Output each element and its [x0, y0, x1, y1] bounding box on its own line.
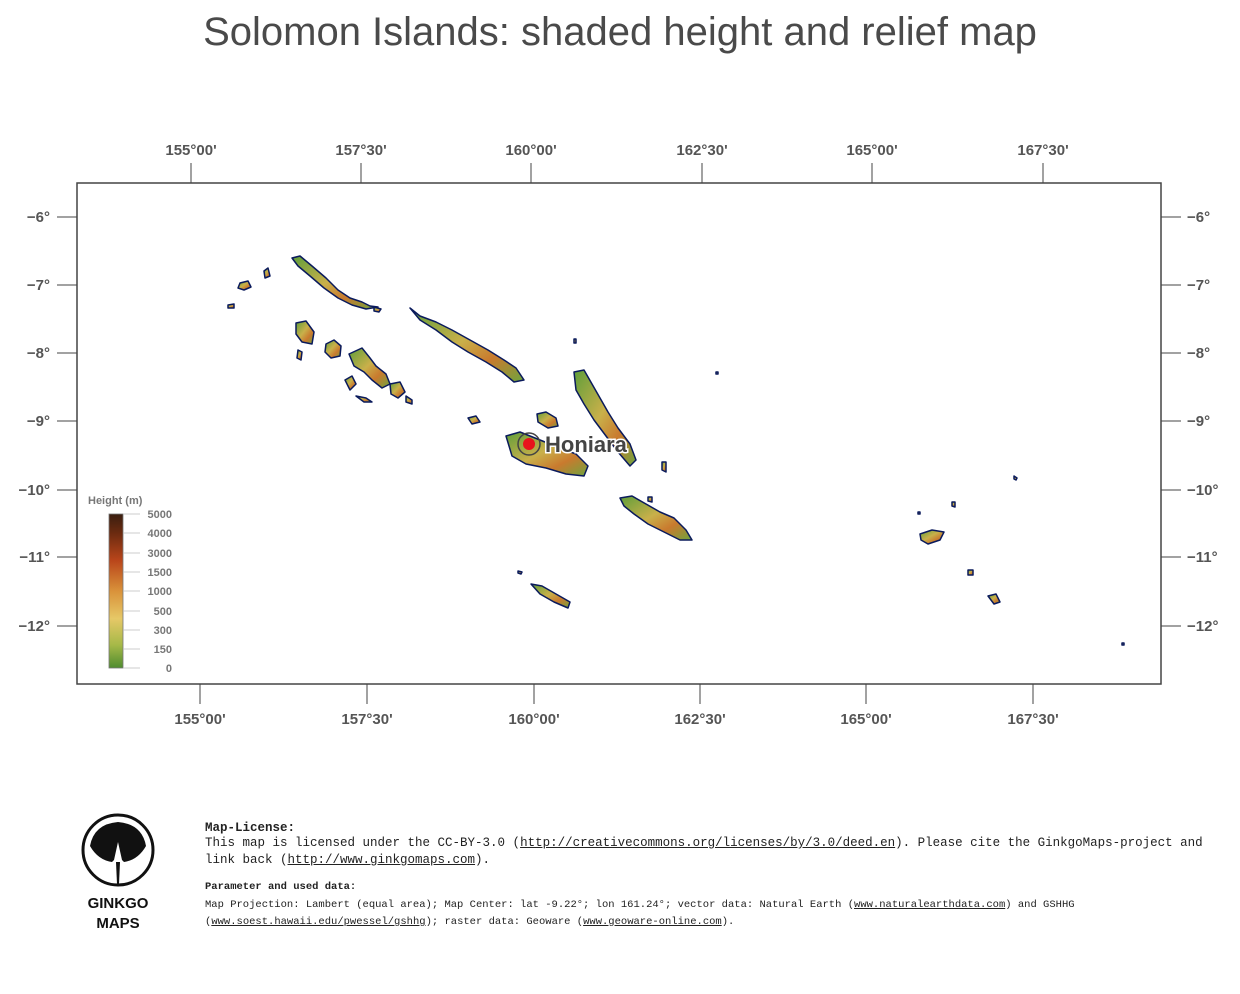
right-lat-label: −8° [1187, 345, 1210, 362]
island-small [647, 496, 653, 503]
bottom-lon-label: 162°30' [674, 711, 725, 728]
island-small [951, 501, 956, 508]
top-lon-label: 162°30' [676, 142, 727, 159]
island-small [405, 395, 413, 405]
top-lon-label: 160°00' [505, 142, 556, 159]
legend-value: 1500 [148, 567, 172, 579]
cc-license-link[interactable]: http://creativecommons.org/licenses/by/3… [520, 836, 896, 850]
left-lat-label: −11° [19, 549, 50, 566]
left-lat-label: −12° [19, 618, 50, 635]
top-longitude-axis [190, 163, 1044, 183]
island-small [296, 349, 303, 361]
license-text-part: ). [475, 853, 491, 867]
legend-color-bar [108, 513, 124, 669]
left-lat-label: −7° [27, 277, 50, 294]
bottom-lon-label: 155°00' [174, 711, 225, 728]
island-small [967, 569, 974, 576]
naturalearth-link[interactable]: www.naturalearthdata.com [854, 899, 1006, 911]
legend-value: 1000 [148, 586, 172, 598]
left-lat-label: −8° [27, 345, 50, 362]
island-small [573, 338, 577, 344]
right-lat-label: −6° [1187, 209, 1210, 226]
right-lat-label: −9° [1187, 413, 1210, 430]
bottom-lon-label: 157°30' [341, 711, 392, 728]
city-label-honiara: Honiara [545, 432, 628, 457]
island-makira [619, 495, 693, 541]
legend-value: 150 [154, 644, 172, 656]
parameters-text-part: ); raster data: Geoware ( [425, 916, 584, 928]
parameters-title: Parameter and used data: [205, 881, 357, 893]
parameters-text: Map Projection: Lambert (equal area); Ma… [205, 897, 1205, 931]
right-lat-label: −10° [1187, 482, 1218, 499]
right-lat-label: −11° [1187, 549, 1218, 566]
island-small [987, 593, 1001, 605]
ginkgo-maps-logo: GINKGO MAPS [80, 812, 156, 933]
bottom-lon-label: 160°00' [508, 711, 559, 728]
top-lon-label: 157°30' [335, 142, 386, 159]
right-lat-label: −12° [1187, 618, 1218, 635]
license-text: This map is licensed under the CC-BY-3.0… [205, 835, 1205, 869]
license-text-part: This map is licensed under the CC-BY-3.0… [205, 836, 521, 850]
legend-value: 5000 [148, 509, 172, 521]
island-small [227, 303, 235, 309]
gshhg-link[interactable]: www.soest.hawaii.edu/pwessel/gshhg [211, 916, 426, 928]
parameters-text-part: ) and GSHHG ( [205, 899, 1075, 928]
island-kolombangara [324, 339, 342, 359]
bottom-longitude-axis [199, 684, 1034, 704]
island-small [467, 415, 481, 425]
island-small [237, 280, 252, 291]
island-vella-lavella [295, 320, 315, 345]
island-small [517, 570, 523, 575]
island-rennell [530, 583, 571, 609]
logo-text-line1: GINKGO [87, 895, 149, 912]
bottom-lon-label: 165°00' [840, 711, 891, 728]
left-lat-label: −6° [27, 209, 50, 226]
island-small [1013, 475, 1018, 481]
top-lon-label: 167°30' [1017, 142, 1068, 159]
island-small [1121, 642, 1125, 646]
island-malaita [573, 369, 637, 467]
map-title: Solomon Islands: shaded height and relie… [203, 10, 1037, 54]
island-small [661, 461, 667, 473]
left-lat-label: −9° [27, 413, 50, 430]
latitude-axis [57, 216, 1181, 627]
ginkgomaps-link[interactable]: http://www.ginkgomaps.com [287, 853, 476, 867]
island-rendova [344, 375, 357, 391]
logo-text-line2: MAPS [96, 915, 140, 932]
island-ndende [919, 529, 945, 545]
legend-value: 4000 [148, 528, 172, 540]
island-small [355, 395, 373, 403]
capital-marker [517, 432, 541, 456]
island-small [373, 306, 382, 313]
license-title: Map-License: [205, 821, 296, 835]
legend-value: 300 [154, 625, 172, 637]
geoware-link[interactable]: www.geoware-online.com [583, 916, 722, 928]
island-small [917, 511, 921, 515]
legend-title: Height (m) [88, 495, 143, 507]
legend-value: 3000 [148, 548, 172, 560]
legend-value: 500 [154, 606, 172, 618]
top-lon-label: 155°00' [165, 142, 216, 159]
island-vangunu [389, 381, 406, 399]
bottom-lon-label: 167°30' [1007, 711, 1058, 728]
license-text-part: ). Please cite the GinkgoMaps-project an… [205, 836, 1203, 867]
license-block: Map-License: This map is licensed under … [205, 821, 1205, 931]
height-legend: Height (m) 5000 4000 3000 1500 1000 500 … [88, 495, 172, 675]
top-lon-label: 165°00' [846, 142, 897, 159]
left-lat-label: −10° [19, 482, 50, 499]
island-small [715, 371, 719, 375]
legend-value: 0 [166, 663, 172, 675]
island-florida [536, 411, 559, 429]
parameters-text-part: Map Projection: Lambert (equal area); Ma… [205, 899, 855, 911]
ginkgo-leaf-icon [81, 813, 155, 887]
right-lat-label: −7° [1187, 277, 1210, 294]
island-small [263, 267, 271, 279]
island-santa-isabel [409, 307, 525, 383]
parameters-text-part: ). [721, 916, 735, 928]
